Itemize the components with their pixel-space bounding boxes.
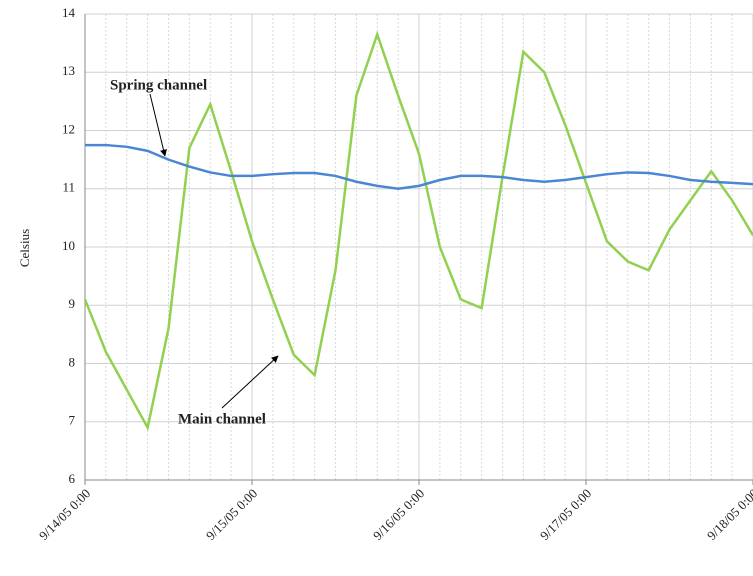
y-tick-label: 8 [69,354,76,369]
y-axis-label: Celsius [17,229,32,267]
y-tick-label: 10 [62,238,75,253]
x-tick-label: 9/15/05 0:00 [203,486,260,543]
series-line [85,143,753,191]
y-tick-label: 9 [69,296,76,311]
x-tick-label: 9/18/05 0:00 [704,486,753,543]
grid [84,13,753,485]
x-tick-label: 9/17/05 0:00 [537,486,594,543]
y-tick-label: 7 [69,413,76,428]
series-line [83,30,753,432]
x-tick-label: 9/16/05 0:00 [370,486,427,543]
plot [83,30,753,432]
y-tick-label: 6 [69,471,76,486]
x-tick-label: 9/14/05 0:00 [36,486,93,543]
annotation: Spring channel [110,77,207,93]
annotation-arrow [221,355,279,409]
annotation: Main channel [178,411,266,427]
y-tick-label: 12 [62,121,75,136]
y-tick-label: 11 [62,180,75,195]
y-tick-label: 14 [62,5,76,20]
annotation-arrow [149,93,167,157]
y-tick-label: 13 [62,63,75,78]
